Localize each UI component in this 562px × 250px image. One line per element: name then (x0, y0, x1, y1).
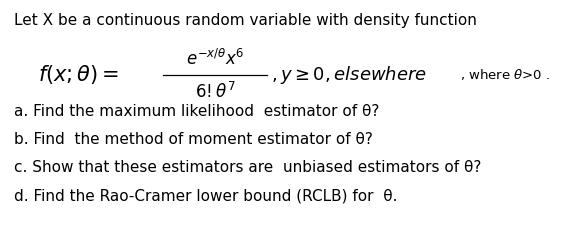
Text: , where $\theta$>0 .: , where $\theta$>0 . (460, 68, 550, 82)
Text: $,y \geq 0, elsewhere$: $,y \geq 0, elsewhere$ (271, 64, 427, 86)
Text: $6!\theta^{7}$: $6!\theta^{7}$ (195, 82, 235, 102)
Text: d. Find the Rao-Cramer lower bound (RCLB) for  θ.: d. Find the Rao-Cramer lower bound (RCLB… (14, 188, 397, 204)
Text: $e^{-x/\theta}x^{6}$: $e^{-x/\theta}x^{6}$ (186, 48, 244, 70)
Text: b. Find  the method of moment estimator of θ?: b. Find the method of moment estimator o… (14, 132, 373, 148)
Text: c. Show that these estimators are  unbiased estimators of θ?: c. Show that these estimators are unbias… (14, 160, 482, 176)
Text: Let X be a continuous random variable with density function: Let X be a continuous random variable wi… (14, 13, 477, 28)
Text: $f(x;\theta) =$: $f(x;\theta) =$ (38, 64, 119, 86)
Text: a. Find the maximum likelihood  estimator of θ?: a. Find the maximum likelihood estimator… (14, 104, 379, 120)
